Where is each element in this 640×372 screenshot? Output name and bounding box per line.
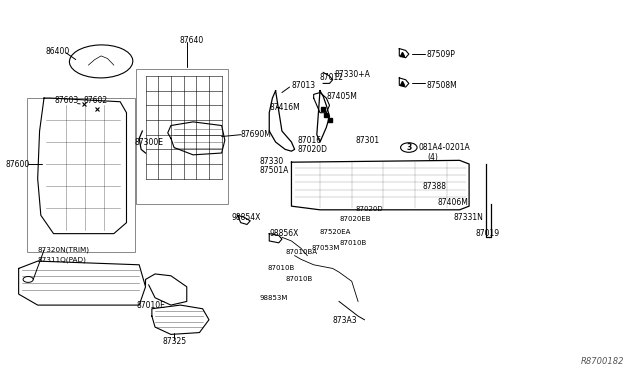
Text: 87016: 87016 bbox=[298, 136, 322, 145]
Text: 87010E: 87010E bbox=[136, 301, 165, 310]
Text: 87012: 87012 bbox=[320, 73, 344, 83]
Text: 87010B: 87010B bbox=[268, 266, 295, 272]
Text: 87331N: 87331N bbox=[453, 213, 483, 222]
Text: 87406M: 87406M bbox=[437, 198, 468, 207]
Text: 87640: 87640 bbox=[179, 36, 204, 45]
Text: 87330+A: 87330+A bbox=[335, 70, 371, 79]
Text: 98856X: 98856X bbox=[269, 229, 299, 238]
Text: 87330: 87330 bbox=[260, 157, 284, 166]
Text: 87020D: 87020D bbox=[356, 206, 383, 212]
Text: 87603: 87603 bbox=[55, 96, 79, 105]
Text: 3: 3 bbox=[406, 143, 412, 152]
Bar bbox=[27, 98, 135, 252]
Text: 87300E: 87300E bbox=[135, 138, 164, 147]
Text: (4): (4) bbox=[428, 153, 439, 162]
Text: 98853M: 98853M bbox=[260, 295, 288, 301]
Text: 87690M: 87690M bbox=[241, 130, 271, 139]
Text: 87501A: 87501A bbox=[260, 166, 289, 175]
Bar bbox=[136, 69, 228, 204]
Text: 87301: 87301 bbox=[356, 136, 380, 145]
Text: 873A3: 873A3 bbox=[333, 316, 357, 326]
Text: 87508M: 87508M bbox=[427, 81, 458, 90]
Text: 87325: 87325 bbox=[163, 337, 187, 346]
Text: 87311Q(PAD): 87311Q(PAD) bbox=[38, 256, 86, 263]
Text: 87010B: 87010B bbox=[285, 276, 312, 282]
Text: 87053M: 87053M bbox=[312, 245, 340, 251]
Text: 86400: 86400 bbox=[46, 46, 70, 56]
Text: 87019: 87019 bbox=[476, 229, 500, 238]
Text: R8700182: R8700182 bbox=[581, 356, 625, 366]
Text: 87013: 87013 bbox=[291, 81, 316, 90]
Text: 87520EA: 87520EA bbox=[320, 229, 351, 235]
Text: 87388: 87388 bbox=[423, 182, 447, 191]
Text: 87509P: 87509P bbox=[427, 49, 456, 58]
Text: 87010B: 87010B bbox=[339, 240, 366, 246]
Text: 87320N(TRIM): 87320N(TRIM) bbox=[38, 247, 90, 253]
Text: 081A4-0201A: 081A4-0201A bbox=[419, 143, 471, 152]
Text: 87416M: 87416M bbox=[269, 103, 300, 112]
Text: 87405M: 87405M bbox=[326, 92, 357, 101]
Text: 98854X: 98854X bbox=[231, 213, 260, 222]
Text: 87600: 87600 bbox=[6, 160, 30, 169]
Text: 87020D: 87020D bbox=[298, 145, 328, 154]
Text: 87602: 87602 bbox=[84, 96, 108, 105]
Text: 87010BA: 87010BA bbox=[285, 249, 317, 255]
Text: 87020EB: 87020EB bbox=[339, 216, 371, 222]
